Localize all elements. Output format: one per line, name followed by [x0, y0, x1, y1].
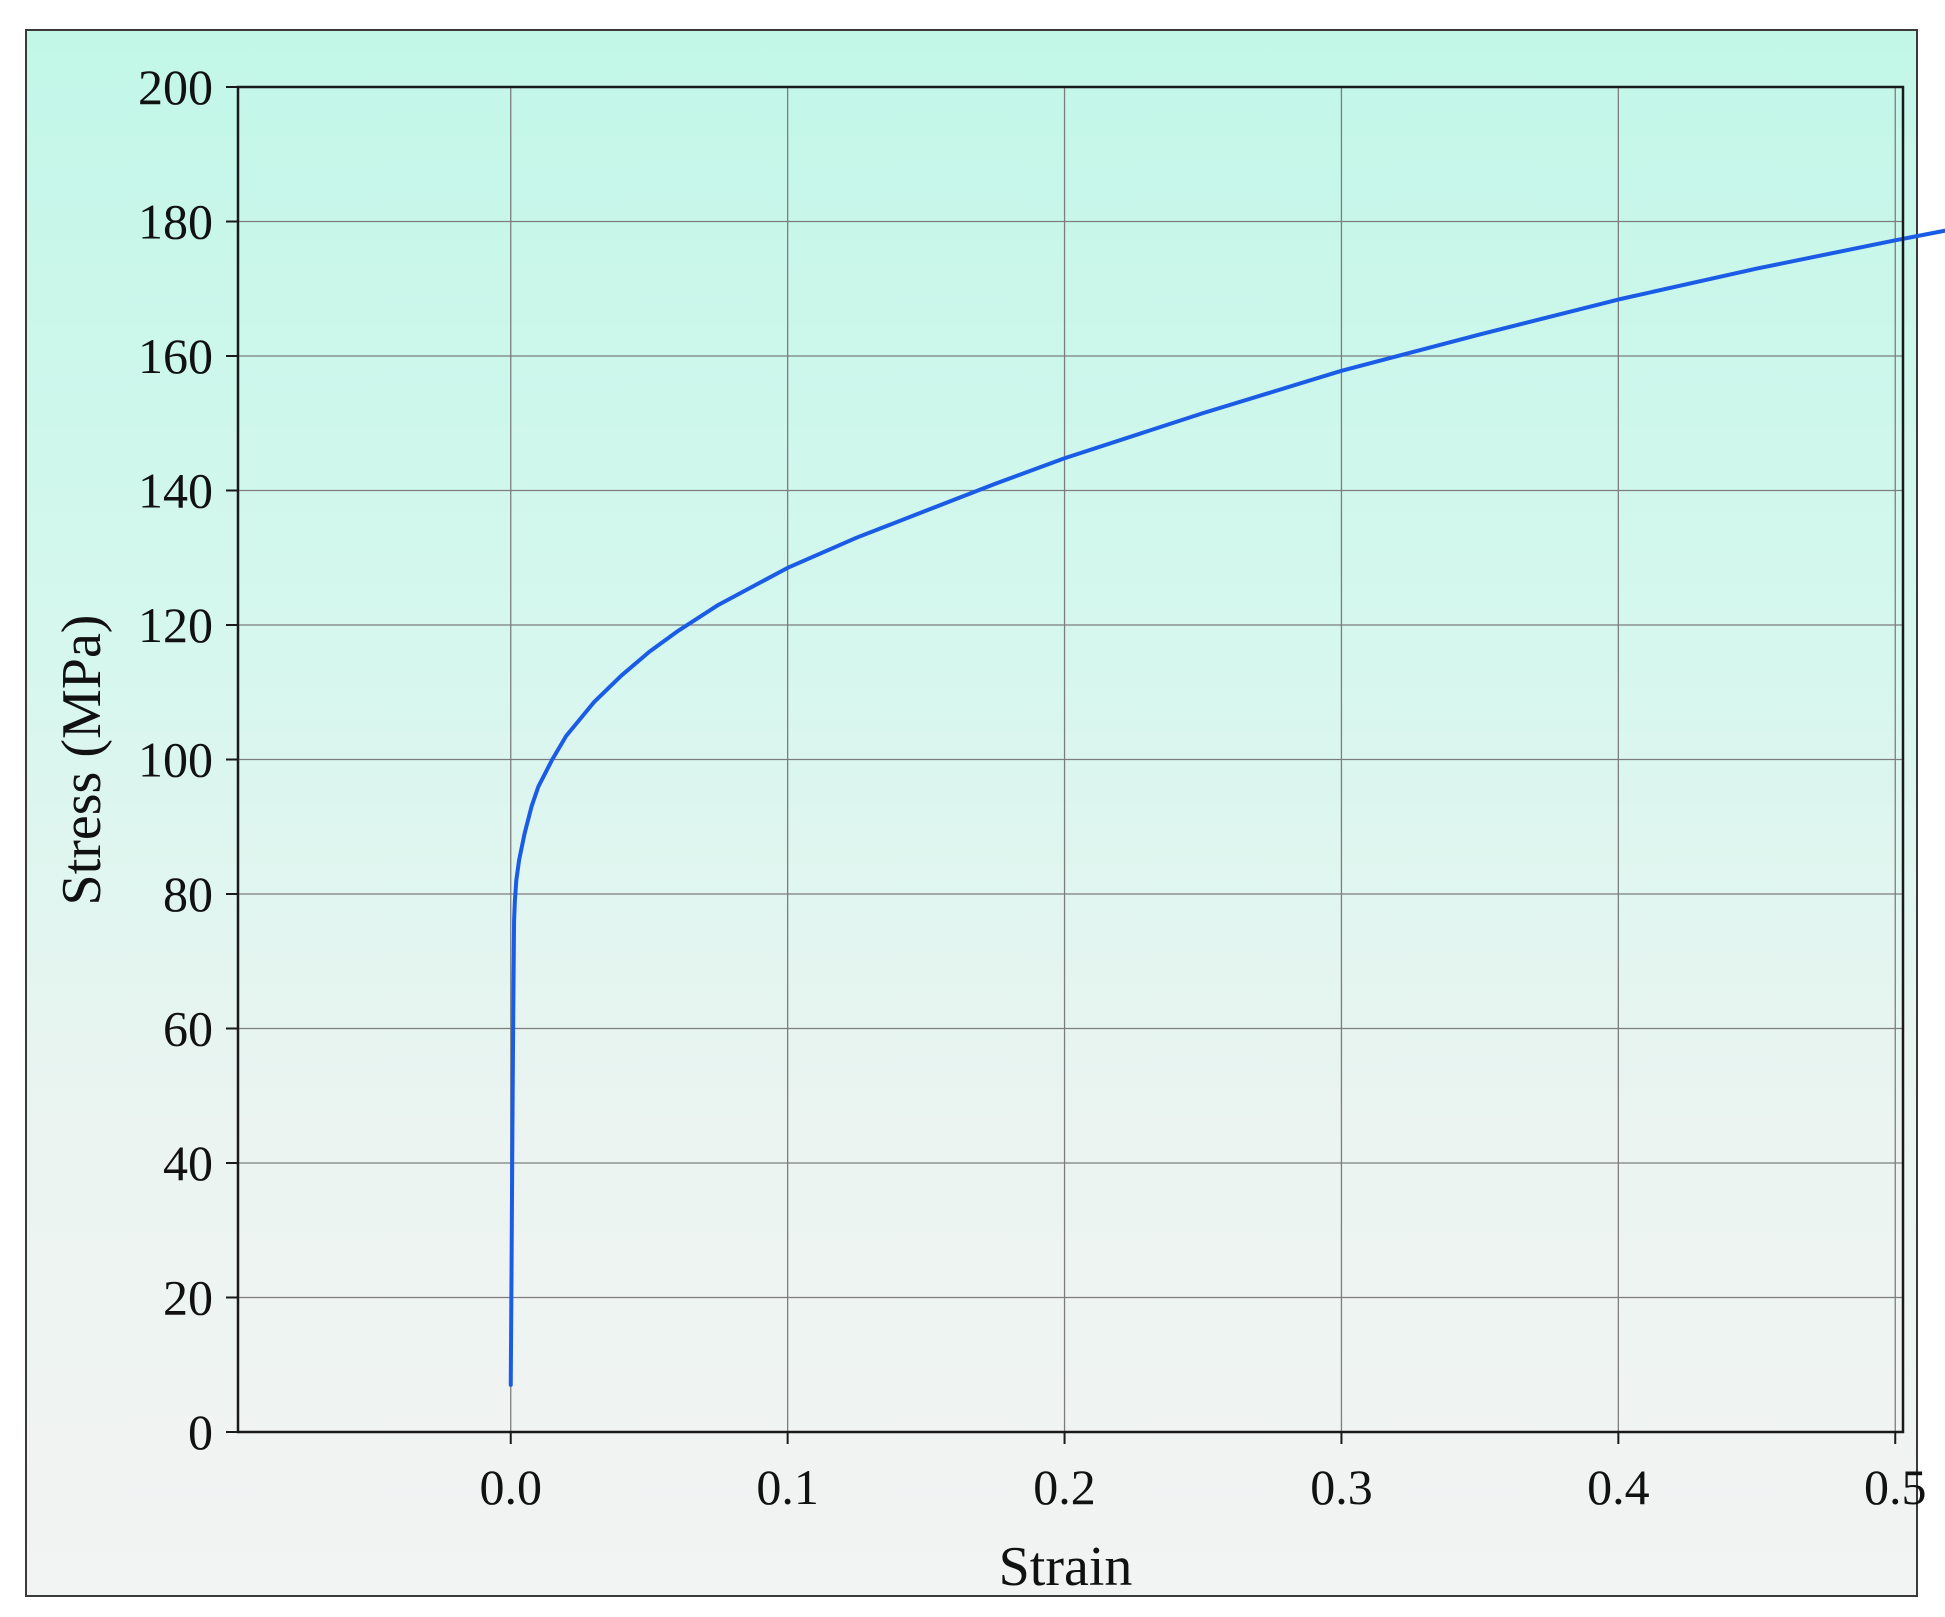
y-tick-label: 200 — [138, 59, 213, 115]
tick-marks — [226, 86, 1897, 1444]
y-tick-label: 80 — [163, 866, 213, 922]
x-tick-label: 0.2 — [1033, 1459, 1096, 1515]
y-tick-label: 140 — [138, 463, 213, 519]
y-tick-label: 100 — [138, 732, 213, 788]
stress-strain-series-line — [508, 228, 1945, 1387]
x-tick-label: 0.5 — [1864, 1459, 1927, 1515]
x-axis-title: Strain — [999, 1536, 1133, 1598]
y-tick-label: 160 — [138, 328, 213, 384]
y-tick-label: 180 — [138, 194, 213, 250]
series-layer — [508, 228, 1945, 1387]
y-tick-label: 120 — [138, 597, 213, 653]
x-tick-label: 0.3 — [1310, 1459, 1373, 1515]
grid-lines — [238, 87, 1903, 1432]
y-tick-label: 0 — [188, 1404, 213, 1460]
tick-labels: 0.0 0.1 0.2 0.3 0.4 0.5 0 20 40 60 80 100 120 140 160 1… — [138, 59, 1926, 1515]
y-axis-title: Stress (MPa) — [51, 615, 113, 906]
x-tick-label: 0.1 — [756, 1459, 819, 1515]
chart-frame — [25, 29, 1918, 1597]
y-tick-label: 40 — [163, 1135, 213, 1191]
y-tick-label: 60 — [163, 1001, 213, 1057]
x-tick-label: 0.0 — [479, 1459, 542, 1515]
y-tick-label: 20 — [163, 1270, 213, 1326]
x-tick-label: 0.4 — [1587, 1459, 1650, 1515]
